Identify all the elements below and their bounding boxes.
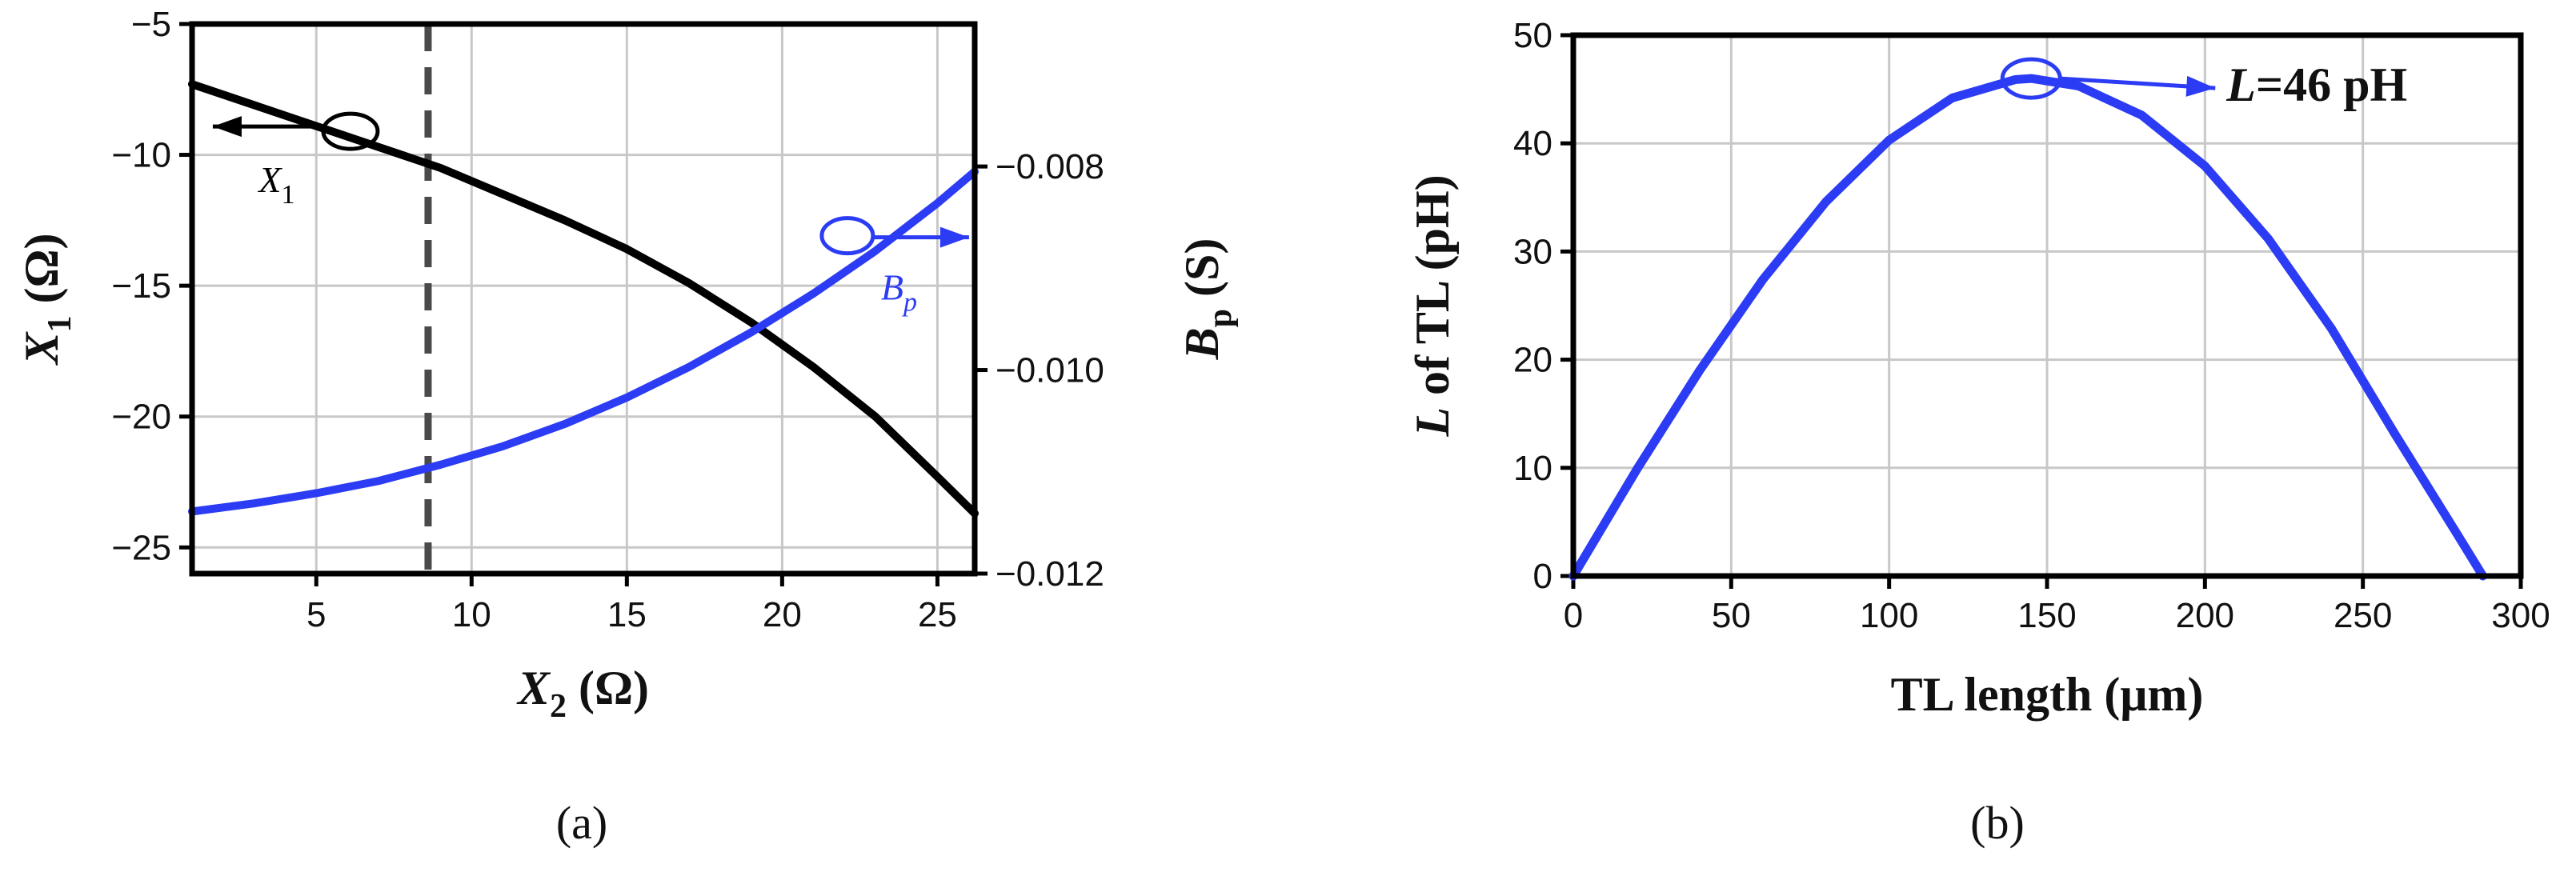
series-line-x1: [188, 80, 979, 518]
x-tick-label: 50: [1712, 596, 1751, 635]
x-tick-label: 200: [2176, 596, 2234, 635]
annotation-arrow-peak-head: [2185, 75, 2216, 97]
annotation-label-peak: L=46 pH: [2225, 58, 2407, 111]
y-axis-label-sub: 1: [42, 315, 78, 332]
y-tick-label: −10: [111, 136, 171, 175]
y-tick-label: −15: [111, 266, 171, 306]
y-tick-label: −25: [111, 528, 171, 567]
y2-tick-label: −0.010: [996, 351, 1104, 390]
y2-axis-label-sub: p: [1202, 309, 1239, 327]
y-axis-label-main: L: [1406, 407, 1459, 438]
caption-a: (a): [556, 797, 607, 849]
y-axis-label-unit: (Ω): [15, 233, 68, 315]
annotation-label-bp-sub: p: [902, 288, 917, 318]
y-tick-label: 0: [1533, 557, 1552, 596]
y2-axis-label-unit: (S): [1176, 238, 1228, 309]
y2-tick-label: −0.012: [996, 554, 1104, 594]
annotation-label-x1-main: X: [257, 159, 282, 200]
plot-frame-b: [1570, 32, 2524, 579]
x-axis-label-unit: (Ω): [567, 662, 649, 714]
y-tick-label: 10: [1513, 449, 1552, 488]
y-tick-label: 20: [1513, 341, 1552, 380]
x-axis-label: X2 (Ω): [516, 662, 649, 725]
chart-panel-a: 5 10 15 20 25 −5 −10 −15 −20 −25 −0.008 −0.010 −0.01…: [15, 5, 1239, 849]
x-tick-label: 100: [1860, 596, 1918, 635]
x-tick-label: 250: [2334, 596, 2392, 635]
y-axis-label: L of TL (pH): [1406, 174, 1459, 437]
x-tick-label: 10: [452, 595, 491, 634]
x-axis-label-sub: 2: [550, 688, 567, 725]
y-axis-label: X1 (Ω): [15, 233, 78, 366]
y-axis-label-group: L of TL (pH): [1406, 174, 1459, 437]
series-line-l: [1568, 74, 2488, 581]
x-tick-label: 300: [2491, 596, 2550, 635]
y-tick-label: 40: [1513, 124, 1552, 163]
caption-b: (b): [1970, 797, 2025, 849]
y-axis-label-rest: of TL (pH): [1406, 174, 1459, 407]
annotation-label-peak-main: L: [2225, 58, 2256, 111]
x-axis-label: TL length (μm): [1891, 668, 2204, 721]
y-axis-label-group: X1 (Ω): [15, 233, 78, 366]
annotation-label-bp: Bp: [881, 267, 917, 318]
annotation-ellipse-bp: [819, 216, 875, 256]
annotation-ellipse-x1: [321, 111, 380, 151]
x-tick-label: 25: [918, 595, 957, 634]
x-tick-label: 20: [763, 595, 802, 634]
y-tick-label: 30: [1513, 232, 1552, 271]
y-tick-label: −5: [131, 5, 171, 44]
x-tick-label: 5: [306, 595, 326, 634]
x-axis-label-main: X: [516, 662, 551, 714]
annotation-label-peak-rest: =46 pH: [2256, 58, 2407, 111]
annotation-label-x1: X1: [257, 159, 294, 210]
series-line-bp: [188, 167, 979, 516]
annotation-label-bp-main: B: [881, 267, 903, 308]
y-axis-label-main: X: [15, 331, 68, 366]
annotation-arrow-x1-head: [212, 116, 242, 138]
x-tick-label: 0: [1564, 596, 1583, 635]
y2-axis-label-main: B: [1176, 327, 1228, 360]
annotation-arrow-bp-head: [939, 226, 969, 248]
y-tick-label: −20: [111, 398, 171, 437]
x-tick-label: 15: [607, 595, 647, 634]
y2-axis-label-group: Bp (S): [1176, 238, 1239, 361]
annotation-label-x1-sub: 1: [281, 180, 294, 210]
y2-tick-label: −0.008: [996, 147, 1104, 186]
plot-frame-a: [189, 21, 978, 577]
y-tick-label: 50: [1513, 16, 1552, 55]
x-tick-label: 150: [2017, 596, 2076, 635]
y2-axis-label: Bp (S): [1176, 238, 1239, 361]
